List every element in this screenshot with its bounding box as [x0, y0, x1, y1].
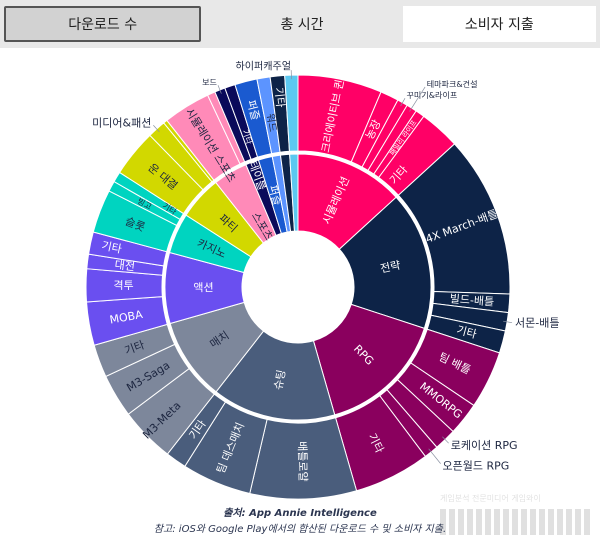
source-note: 출처: App Annie Intelligence: [223, 508, 377, 519]
category-slice[interactable]: [289, 153, 299, 232]
label-leader-line: [503, 320, 513, 324]
label-leader-line: [428, 448, 441, 464]
subcategory-label: 퍼즐: [244, 99, 262, 122]
subcategory-label: 대전: [114, 258, 136, 273]
subcategory-label: 격투: [113, 279, 133, 292]
subcategory-label: 하이퍼캐주얼: [235, 60, 291, 73]
watermark-text: 게임분석 전문미디어 게임와이: [440, 494, 541, 503]
subcategory-label: 배틀로얄: [295, 441, 310, 482]
tab-total-time[interactable]: 총 시간: [280, 17, 324, 33]
category-label: 슈팅: [272, 369, 289, 391]
subcategory-label: 기타: [272, 87, 287, 108]
subcategory-label: 꾸미기&라이프: [406, 90, 457, 100]
subcategory-label: MOBA: [109, 308, 144, 327]
label-leader-line: [442, 436, 449, 444]
subcategory-label: 빌드-배틀: [449, 292, 494, 308]
category-label: 퍼즐: [266, 184, 284, 207]
watermark-logo: 게임분석 전문미디어 게임와이: [440, 486, 590, 535]
category-slice[interactable]: [215, 330, 336, 421]
subcategory-label: 기타: [455, 323, 478, 341]
category-label: 액션: [193, 281, 213, 294]
category-slice[interactable]: [338, 196, 432, 329]
tab-downloads[interactable]: 다운로드 수: [4, 6, 202, 42]
tab-consumer-spend[interactable]: 소비자 지출: [402, 6, 596, 42]
label-leader-line: [400, 98, 406, 107]
subcategory-label: 서몬-배틀: [515, 317, 559, 330]
label-leader-line: [409, 86, 426, 112]
footnote: 참고: iOS와 Google Play에서의 합산된 다운로드 수 및 소비자…: [153, 524, 447, 535]
category-slice[interactable]: [312, 303, 426, 416]
subcategory-label: 워드: [264, 112, 280, 132]
subcategory-label: 로케이션 RPG: [451, 439, 518, 452]
subcategory-label: 테마파크&건설: [427, 79, 478, 89]
label-leader-line: [153, 125, 160, 133]
category-label: 전략: [379, 259, 402, 276]
subcategory-label: 보드: [202, 78, 217, 87]
metric-tabs: 다운로드 수 총 시간 소비자 지출: [0, 0, 600, 48]
ring-divider: [162, 151, 434, 423]
label-leader-line: [217, 85, 222, 94]
subcategory-label: 기타: [100, 239, 123, 256]
subcategory-label: 오픈월드 RPG: [442, 459, 509, 472]
subcategory-label: 미디어&패션: [92, 116, 151, 129]
